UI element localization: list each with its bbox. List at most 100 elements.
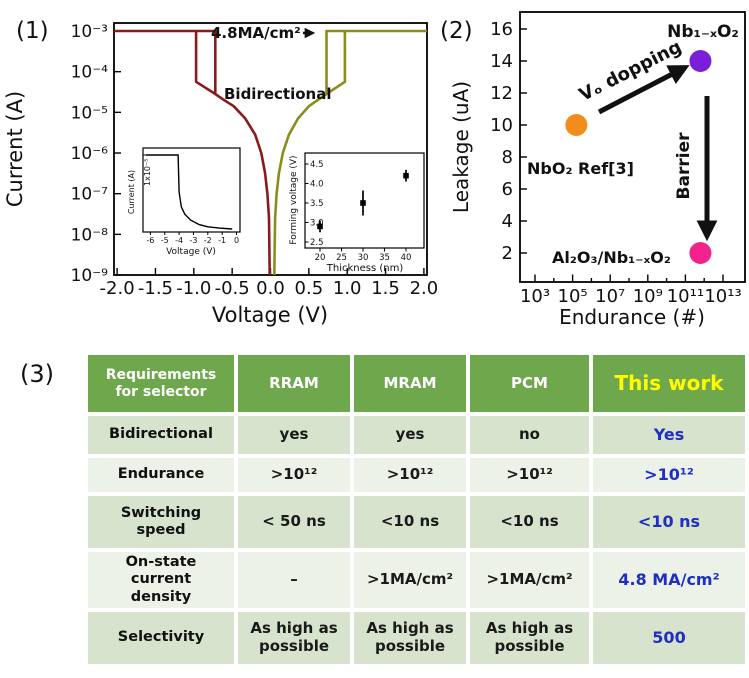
inset-forming-ytick-label: 4.0 bbox=[310, 180, 324, 190]
p2-ytick-label: 2 bbox=[502, 243, 513, 264]
cell-r5-c1: Selectivity bbox=[88, 612, 234, 664]
p2-frame bbox=[519, 11, 746, 283]
p2-xtick-label: 10⁷ bbox=[595, 286, 625, 307]
cell-r2-c1: Endurance bbox=[88, 458, 234, 492]
inset-forming-point bbox=[317, 223, 323, 230]
inset-forming-xtick-label: 20 bbox=[315, 253, 326, 263]
p2-xtick-label: 10⁵ bbox=[558, 286, 588, 307]
cell-r4-c5: 4.8 MA/cm² bbox=[593, 552, 745, 608]
p1-xtick-label: 2.0 bbox=[410, 278, 439, 299]
header-pcm: PCM bbox=[470, 355, 589, 412]
inset-iv-xtick-label: -4 bbox=[175, 236, 183, 245]
inset-forming-xtick-label: 25 bbox=[336, 253, 347, 263]
p2-ytick-label: 12 bbox=[490, 83, 513, 104]
p1-curve-negative-sweep bbox=[194, 31, 216, 96]
p1-xtick-label: -2.0 bbox=[100, 278, 135, 299]
inset-forming-xtick-label: 30 bbox=[358, 253, 369, 263]
p2-ytick-label: 14 bbox=[490, 51, 513, 72]
p1-xtick-label: 1.0 bbox=[333, 278, 362, 299]
p1-ytick-label: 10⁻⁹ bbox=[71, 266, 109, 286]
p2-ytick-label: 8 bbox=[502, 147, 513, 168]
p1-curve-positive-sweep bbox=[273, 29, 427, 276]
inset-forming-ytick-label: 3.0 bbox=[310, 219, 324, 229]
inset-forming-point bbox=[360, 200, 366, 206]
inset-iv-ytop-label: 1x10⁻⁵ bbox=[143, 159, 152, 186]
inset-iv-xtick-label: -3 bbox=[189, 236, 197, 245]
inset-iv-frame bbox=[142, 147, 241, 233]
inset-iv-curve bbox=[146, 154, 233, 230]
p1-ytick-label: 10⁻⁵ bbox=[71, 103, 108, 123]
cell-r5-c4: As high as possible bbox=[470, 612, 589, 664]
inset-forming-point bbox=[403, 172, 409, 179]
p2-point-label-1: NbO₂ Ref[3] bbox=[527, 159, 634, 178]
p1-bidirectional-label: Bidirectional bbox=[224, 85, 331, 103]
cell-r3-c5: <10 ns bbox=[593, 496, 745, 548]
inset-forming-ylabel: Forming voltage (V) bbox=[289, 155, 299, 244]
header-rram: RRAM bbox=[238, 355, 350, 412]
cell-r4-c4: >1MA/cm² bbox=[470, 552, 589, 608]
cell-r5-c2: As high as possible bbox=[238, 612, 350, 664]
p1-curve-negative-sweep bbox=[114, 29, 271, 276]
cell-r4-c1: On-state current density bbox=[88, 552, 234, 608]
inset-iv-xtick-label: -2 bbox=[204, 236, 212, 245]
inset-forming-ytick-label: 2.5 bbox=[310, 238, 324, 248]
panel2-label: (2) bbox=[440, 18, 473, 44]
inset-forming-xtick-label: 35 bbox=[379, 253, 390, 263]
p2-ytick-label: 10 bbox=[490, 115, 513, 136]
cell-r5-c5: 500 bbox=[593, 612, 745, 664]
p1-ytick-label: 10⁻⁶ bbox=[71, 144, 109, 164]
p2-point-1 bbox=[565, 114, 588, 136]
inset-iv-xtick-label: 0 bbox=[234, 236, 239, 245]
p2-xtick-label: 10¹³ bbox=[704, 286, 741, 307]
p1-ytick-label: 10⁻⁷ bbox=[71, 185, 109, 205]
p2-point-label-2: Nb₁₋ₓO₂ bbox=[667, 22, 739, 42]
p1-ytick-label: 10⁻⁴ bbox=[71, 63, 109, 83]
p2-xlabel: Endurance (#) bbox=[559, 305, 705, 329]
header-this-work: This work bbox=[593, 355, 745, 412]
inset-forming-ytick-label: 3.5 bbox=[310, 199, 324, 209]
cell-r2-c3: >10¹² bbox=[354, 458, 466, 492]
p1-ytick-label: 10⁻⁸ bbox=[71, 225, 109, 245]
inset-iv-xlabel: Voltage (V) bbox=[166, 247, 216, 257]
p2-xtick-label: 10⁹ bbox=[633, 286, 663, 307]
panel1-label: (1) bbox=[16, 18, 49, 44]
p2-ylabel: Leakage (uA) bbox=[449, 81, 473, 213]
cell-r1-c3: yes bbox=[354, 416, 466, 454]
cell-r4-c2: – bbox=[238, 552, 350, 608]
cell-r2-c4: >10¹² bbox=[470, 458, 589, 492]
panel3-label: (3) bbox=[20, 360, 54, 388]
p1-xtick-label: 0.5 bbox=[295, 278, 324, 299]
p1-ytick-label: 10⁻³ bbox=[71, 22, 108, 42]
inset-forming-xlabel: Thickness (nm) bbox=[326, 263, 404, 274]
charts-canvas: (1) 10⁻³10⁻⁴10⁻⁵10⁻⁶10⁻⁷10⁻⁸10⁻⁹-2.0 -1.5-… bbox=[3, 11, 746, 329]
p1-xtick-label: 1.5 bbox=[371, 278, 400, 299]
cell-r3-c1: Switching speed bbox=[88, 496, 234, 548]
cell-r1-c2: yes bbox=[238, 416, 350, 454]
cell-r3-c2: < 50 ns bbox=[238, 496, 350, 548]
inset-iv-xtick-label: -6 bbox=[146, 236, 154, 245]
cell-r1-c4: no bbox=[470, 416, 589, 454]
p1-xtick-label: -0.5 bbox=[215, 278, 250, 299]
p1-curve-positive-sweep bbox=[325, 31, 347, 96]
p2-dopping-arrow bbox=[597, 65, 690, 115]
p1-xlabel: Voltage (V) bbox=[212, 303, 328, 327]
p1-xtick-label: -1.0 bbox=[176, 278, 211, 299]
inset-iv-xtick-label: -1 bbox=[218, 236, 226, 245]
cell-r3-c4: <10 ns bbox=[470, 496, 589, 548]
p2-point-3 bbox=[689, 242, 712, 264]
header-mram: MRAM bbox=[354, 355, 466, 412]
p1-ylabel: Current (A) bbox=[3, 91, 27, 207]
cell-r1-c5: Yes bbox=[593, 416, 745, 454]
p1-xtick-label: -1.5 bbox=[138, 278, 173, 299]
inset-iv-xtick-label: -5 bbox=[161, 236, 169, 245]
p2-point-2 bbox=[689, 50, 712, 72]
cell-r4-c3: >1MA/cm² bbox=[354, 552, 466, 608]
p2-point-label-3: Al₂O₃/Nb₁₋ₓO₂ bbox=[552, 248, 671, 267]
cell-r1-c1: Bidirectional bbox=[88, 416, 234, 454]
cell-r2-c2: >10¹² bbox=[238, 458, 350, 492]
comparison-table: Requirements for selector RRAM MRAM PCM This… bbox=[88, 355, 745, 664]
inset-iv-ylabel: Current (A) bbox=[127, 170, 136, 214]
cell-r5-c3: As high as possible bbox=[354, 612, 466, 664]
p2-ytick-label: 6 bbox=[502, 179, 513, 200]
